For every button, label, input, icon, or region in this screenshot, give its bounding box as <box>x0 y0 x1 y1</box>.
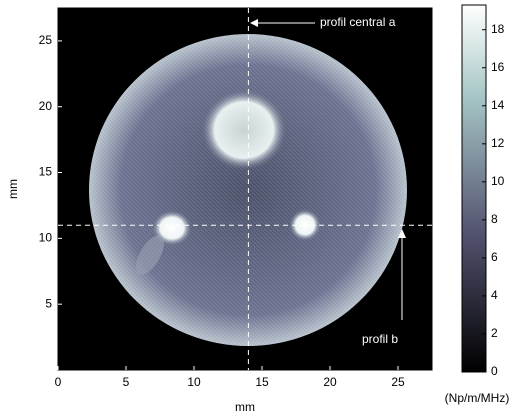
colorbar-tick-label: 12 <box>491 136 505 150</box>
colorbar-tick-label: 14 <box>491 98 505 112</box>
colorbar-tick-label: 18 <box>491 22 505 36</box>
y-tick-label: 20 <box>39 99 53 113</box>
colorbar-tick-label: 0 <box>491 364 498 378</box>
colorbar-tick-label: 16 <box>491 60 505 74</box>
colorbar-tick-label: 4 <box>491 288 498 302</box>
x-tick-label: 10 <box>187 375 201 389</box>
colorbar-tick-label: 2 <box>491 326 498 340</box>
x-tick-label: 20 <box>323 375 337 389</box>
colorbar-tick-label: 8 <box>491 212 498 226</box>
colorbar-tick-label: 10 <box>491 174 505 188</box>
y-tick-label: 5 <box>45 296 52 310</box>
x-tick-label: 5 <box>123 375 130 389</box>
colorbar <box>461 4 487 373</box>
y-axis-label: mm <box>6 179 20 199</box>
colorbar-tick-label: 6 <box>491 250 498 264</box>
y-tick-label: 10 <box>39 231 53 245</box>
x-tick-label: 15 <box>255 375 269 389</box>
y-tick-label: 25 <box>39 33 53 47</box>
x-tick-label: 25 <box>391 375 405 389</box>
profile-label: profil b <box>362 332 398 346</box>
profile-label: profil central a <box>320 15 396 29</box>
x-axis-label: mm <box>235 400 255 414</box>
inclusion <box>202 90 286 170</box>
y-tick-label: 15 <box>39 165 53 179</box>
x-tick-label: 0 <box>55 375 62 389</box>
plot-frame <box>57 7 433 371</box>
arrows <box>250 19 406 320</box>
colorbar-label: (Np/m/MHz) <box>445 391 510 405</box>
artifact <box>136 235 164 275</box>
